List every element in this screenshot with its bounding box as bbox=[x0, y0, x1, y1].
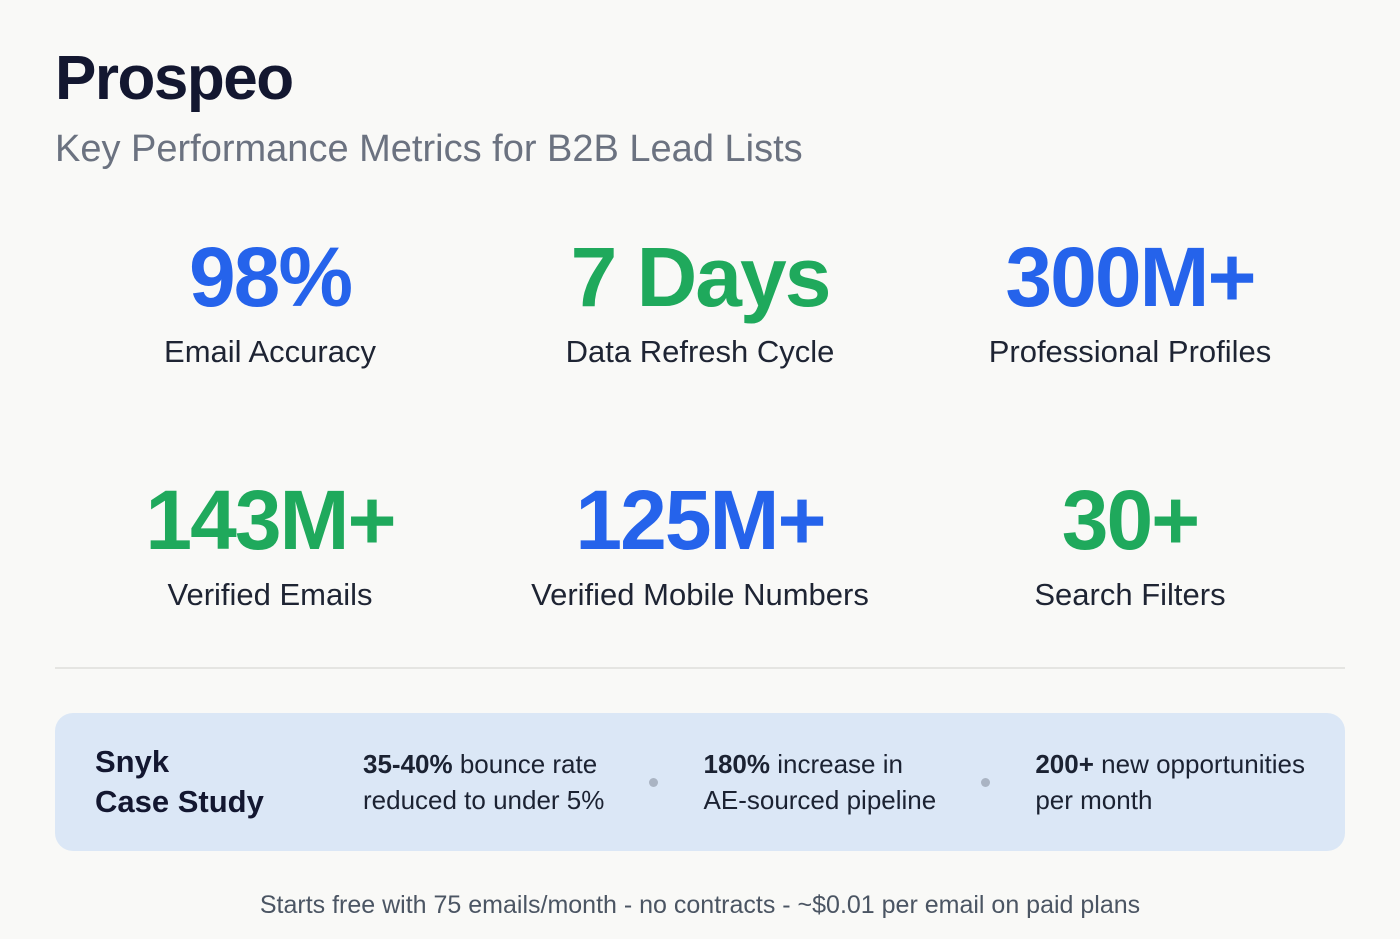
stat-text: increase in bbox=[770, 748, 903, 779]
stat-highlight: 200+ bbox=[1035, 748, 1094, 779]
metric-value: 143M+ bbox=[145, 472, 396, 567]
metrics-grid: 98% Email Accuracy 7 Days Data Refresh C… bbox=[55, 235, 1345, 613]
footer-text: Starts free with 75 emails/month - no co… bbox=[259, 891, 1141, 920]
metric-value: 30+ bbox=[1061, 472, 1201, 567]
metric-label: Data Refresh Cycle bbox=[565, 333, 835, 369]
case-study-stat-bounce-rate: 35-40% bounce rate reduced to under 5% bbox=[363, 746, 604, 819]
separator-dot bbox=[981, 777, 991, 787]
stat-text: bounce rate bbox=[452, 748, 598, 779]
metric-label: Verified Mobile Numbers bbox=[531, 576, 869, 612]
metric-card-email-accuracy: 98% Email Accuracy bbox=[55, 235, 485, 370]
metric-label: Search Filters bbox=[1034, 576, 1226, 612]
metric-card-verified-emails: 143M+ Verified Emails bbox=[55, 478, 485, 613]
case-study-stats: 35-40% bounce rate reduced to under 5% 1… bbox=[363, 746, 1305, 819]
metric-label: Email Accuracy bbox=[164, 333, 376, 369]
page-title: Prospeo bbox=[55, 44, 294, 113]
metric-card-verified-mobile-numbers: 125M+ Verified Mobile Numbers bbox=[485, 478, 915, 613]
case-study-heading-line2: Case Study bbox=[95, 784, 264, 820]
stat-text-line2: AE-sourced pipeline bbox=[703, 785, 937, 816]
stat-text-line2: reduced to under 5% bbox=[363, 785, 605, 816]
stat-text-line2: per month bbox=[1035, 785, 1153, 816]
metric-label: Professional Profiles bbox=[988, 333, 1272, 369]
case-study-stat-pipeline: 180% increase in AE-sourced pipeline bbox=[704, 746, 937, 819]
stat-text: new opportunities bbox=[1093, 748, 1305, 779]
metric-card-search-filters: 30+ Search Filters bbox=[915, 478, 1345, 613]
stat-highlight: 180% bbox=[703, 748, 771, 779]
stat-highlight: 35-40% bbox=[363, 748, 453, 779]
metric-value: 125M+ bbox=[575, 472, 826, 567]
metric-label: Verified Emails bbox=[167, 576, 373, 612]
page-subtitle: Key Performance Metrics for B2B Lead Lis… bbox=[55, 128, 803, 171]
case-study-heading: Snyk Case Study bbox=[95, 742, 363, 823]
metric-value: 7 Days bbox=[570, 229, 832, 324]
separator-dot bbox=[649, 777, 659, 787]
metric-value: 300M+ bbox=[1005, 229, 1256, 324]
divider bbox=[55, 667, 1345, 670]
case-study-heading-line1: Snyk bbox=[95, 743, 170, 779]
metric-card-professional-profiles: 300M+ Professional Profiles bbox=[915, 235, 1345, 370]
infographic-page: Prospeo Key Performance Metrics for B2B … bbox=[55, 44, 1345, 920]
case-study-stat-opportunities: 200+ new opportunities per month bbox=[1035, 746, 1305, 819]
case-study-card: Snyk Case Study 35-40% bounce rate reduc… bbox=[55, 713, 1345, 852]
metric-card-data-refresh: 7 Days Data Refresh Cycle bbox=[485, 235, 915, 370]
metric-value: 98% bbox=[188, 229, 353, 324]
